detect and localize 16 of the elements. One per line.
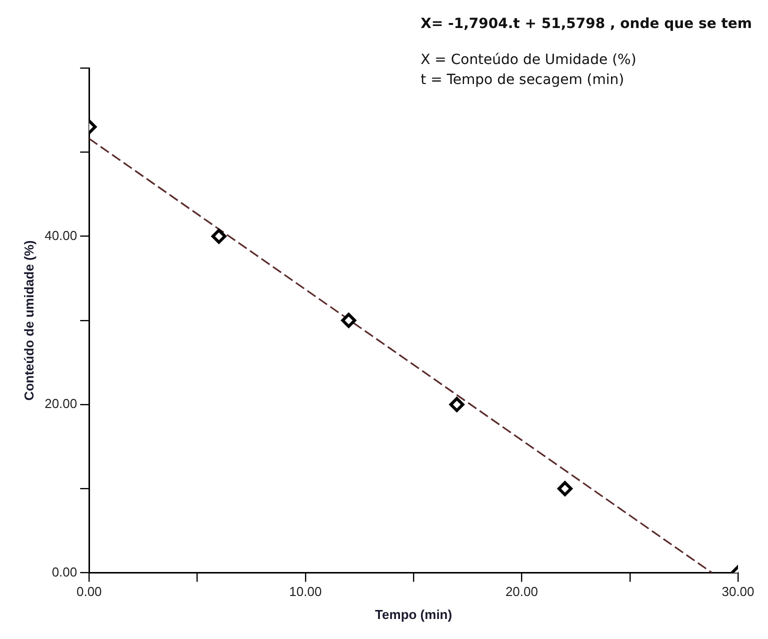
point: [341, 312, 356, 328]
x-tick-label: 20.00: [505, 584, 538, 600]
point: [557, 481, 572, 496]
annotation: X = Conteúdo de Umidade (%): [420, 52, 638, 68]
x-tick-label: 30.00: [722, 584, 754, 600]
x-axis-title: Tempo (min): [375, 606, 452, 622]
x-tick-label: 0.00: [76, 584, 102, 600]
text: X= -1,7904.t + 51,5798 , onde que se tem: [420, 16, 752, 32]
y-tick-label: 40.00: [44, 228, 78, 243]
x-tick-label: 10.00: [289, 584, 322, 600]
y-tick-label: 0.00: [52, 564, 78, 580]
annotation: t = Tempo de secagem (min): [420, 72, 626, 88]
y-axis-title: Conteúdo de umidade (%): [21, 240, 36, 401]
y-tick-label: 20.00: [44, 396, 78, 412]
point: [449, 397, 464, 412]
point: [211, 228, 226, 244]
